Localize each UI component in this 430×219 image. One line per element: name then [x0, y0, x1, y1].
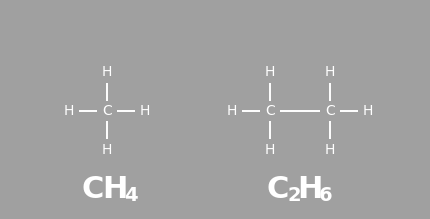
Text: C: C	[324, 104, 334, 118]
Text: H: H	[101, 143, 112, 157]
Text: C: C	[82, 175, 104, 203]
Text: C: C	[264, 104, 274, 118]
Text: H: H	[264, 65, 274, 79]
Text: C: C	[266, 175, 289, 203]
Text: H: H	[64, 104, 74, 118]
Text: H: H	[362, 104, 372, 118]
Text: H: H	[324, 65, 335, 79]
Text: 2: 2	[286, 187, 300, 205]
Text: C: C	[102, 104, 112, 118]
Text: H: H	[324, 143, 335, 157]
Text: 6: 6	[319, 187, 332, 205]
Text: H: H	[101, 65, 112, 79]
Text: H: H	[139, 104, 150, 118]
Text: H: H	[226, 104, 237, 118]
Text: H: H	[297, 175, 322, 203]
Text: H: H	[102, 175, 127, 203]
Text: 4: 4	[124, 187, 138, 205]
Text: H: H	[264, 143, 274, 157]
